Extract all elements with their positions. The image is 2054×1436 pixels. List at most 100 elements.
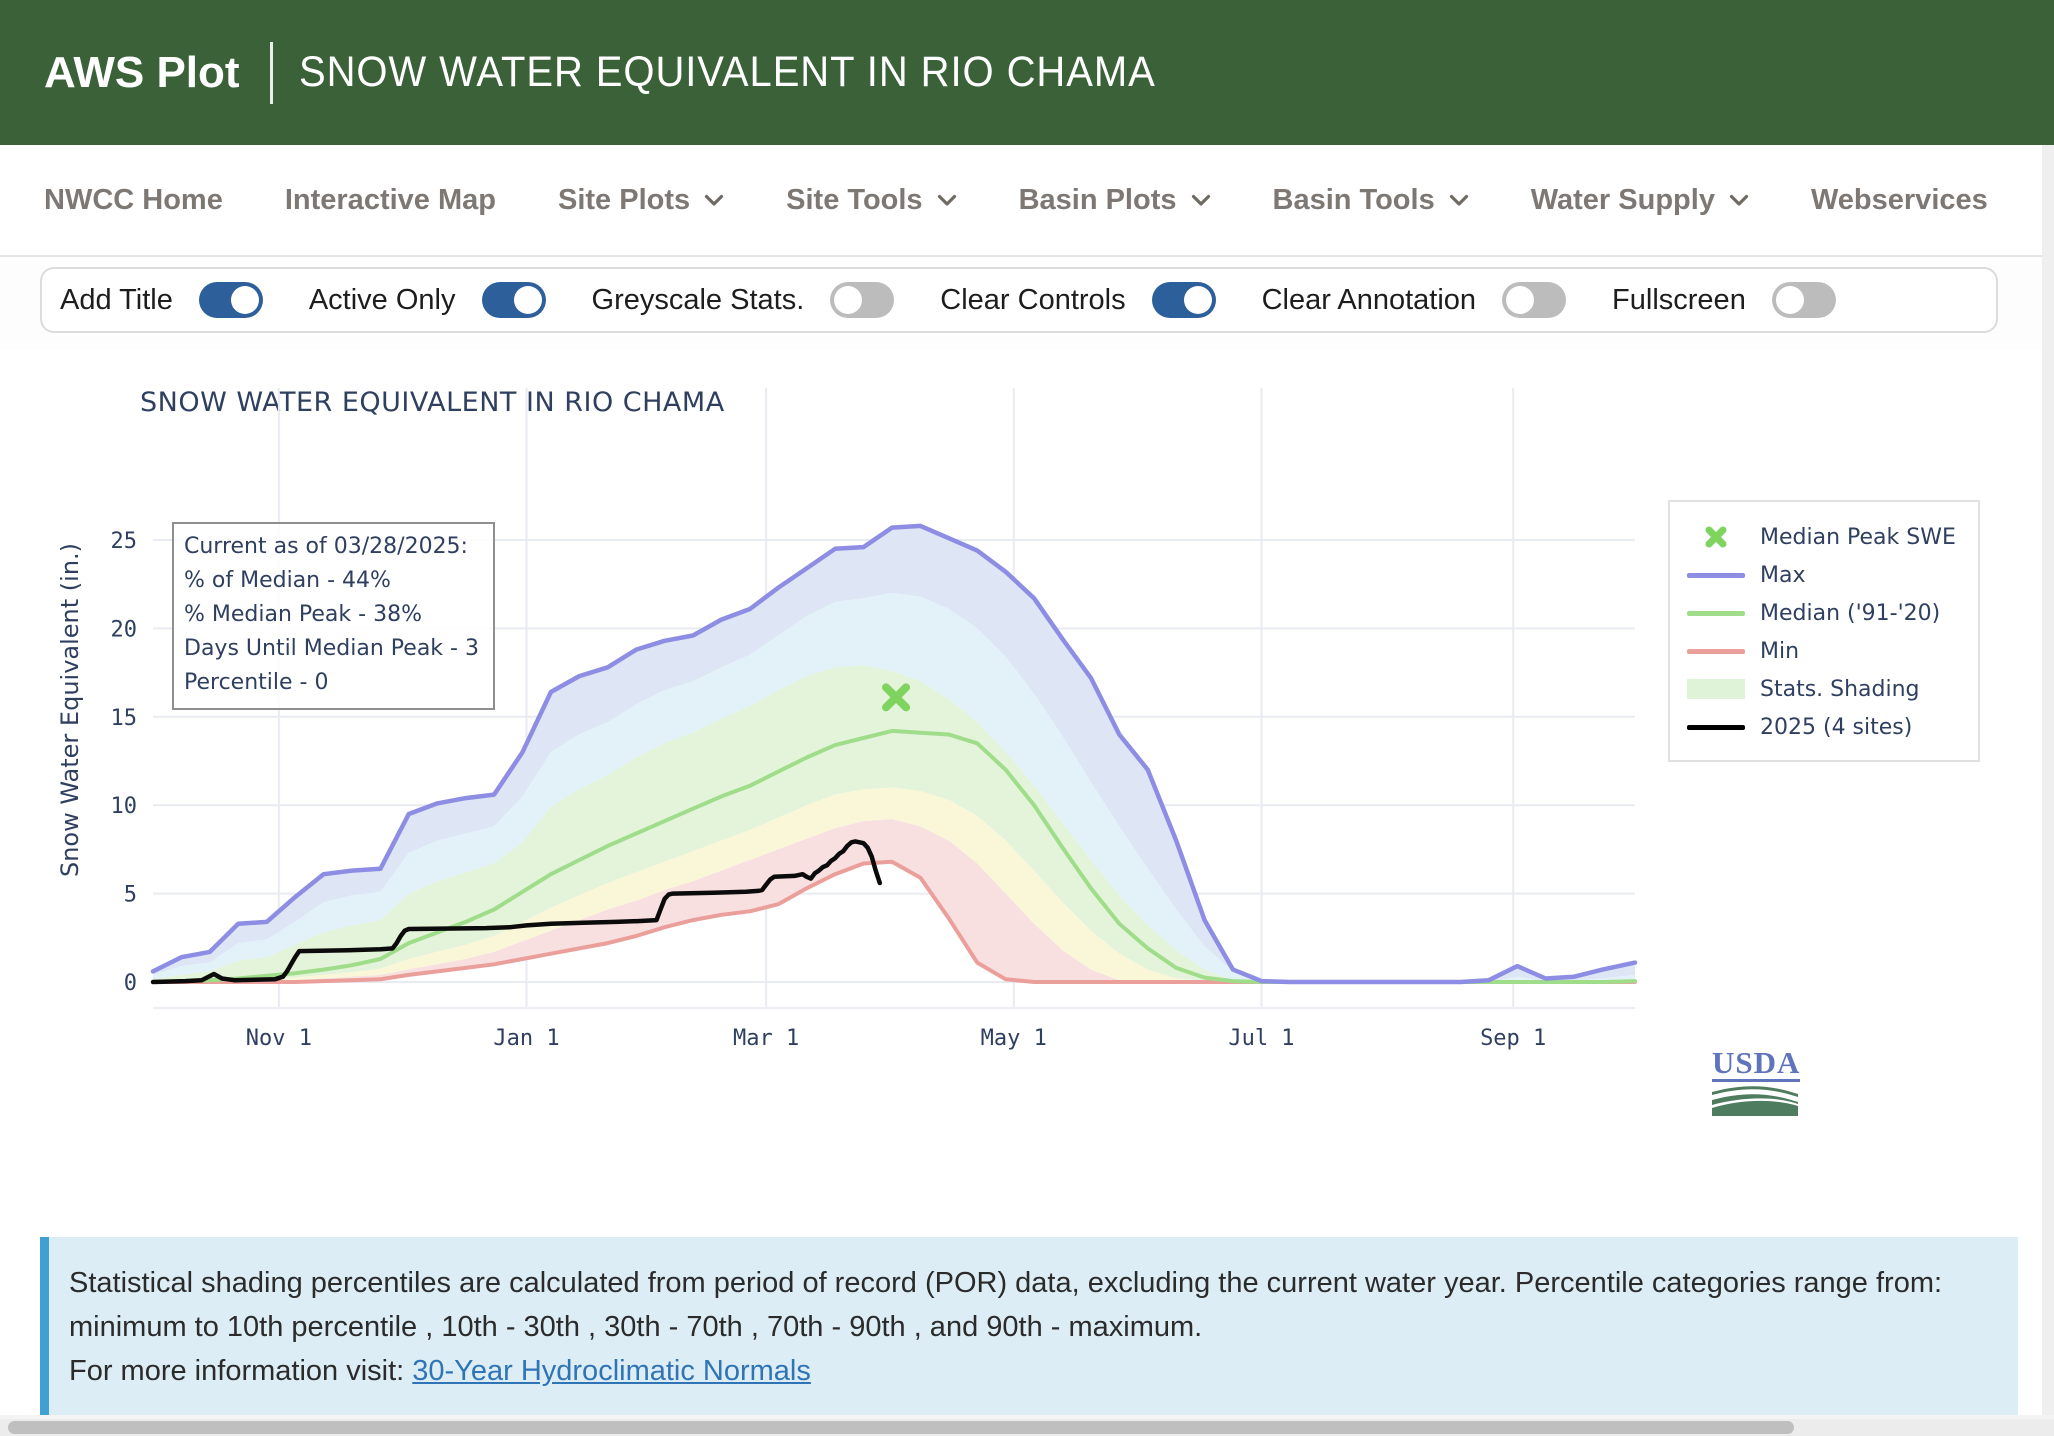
legend-label: Median ('91-'20): [1760, 600, 1941, 626]
toggle-group-fullscreen: Fullscreen: [1612, 282, 1836, 318]
x-tick-label: Nov 1: [246, 1026, 312, 1051]
line-swatch: [1687, 724, 1745, 730]
annotation-line: Days Until Median Peak - 3: [184, 636, 479, 661]
page-title: SNOW WATER EQUIVALENT IN RIO CHAMA: [298, 48, 1156, 96]
line-swatch: [1687, 572, 1745, 578]
legend-line-swatch: [1686, 610, 1746, 616]
main-navbar: NWCC Home Interactive Map Site Plots Site T…: [0, 145, 2054, 257]
toggle-knob: [834, 286, 863, 314]
nav-item-webservices[interactable]: Webservices: [1811, 184, 1988, 217]
more-info-prefix: For more information visit:: [69, 1355, 413, 1387]
more-info-line: For more information visit: 30-Year Hydr…: [69, 1349, 1978, 1393]
nav-item-label: Water Supply: [1530, 183, 1715, 216]
nav-item-nwcc-home[interactable]: NWCC Home: [44, 184, 223, 217]
toggle-knob: [1506, 286, 1535, 314]
fill-swatch: [1687, 679, 1745, 699]
median-peak-marker: [882, 683, 911, 712]
y-tick-label: 10: [111, 794, 138, 819]
toggle-group-clear-controls: Clear Controls: [940, 282, 1216, 318]
legend-label: Min: [1760, 638, 1800, 664]
x-tick-label: Mar 1: [733, 1026, 799, 1051]
toggle-label: Add Title: [60, 283, 173, 316]
annotation-line: Current as of 03/28/2025:: [184, 534, 468, 559]
nav-item-water-supply[interactable]: Water Supply: [1531, 184, 1749, 217]
nav-item-site-tools[interactable]: Site Tools: [786, 184, 956, 217]
x-tick-label: Sep 1: [1480, 1026, 1546, 1051]
legend-item-median-91-20[interactable]: Median ('91-'20): [1686, 594, 1978, 632]
legend-item-max[interactable]: Max: [1686, 556, 1978, 594]
x-tick-label: Jul 1: [1228, 1026, 1294, 1051]
toggle-add-title[interactable]: [198, 282, 263, 318]
y-axis-title: Snow Water Equivalent (in.): [60, 543, 84, 877]
legend-line-swatch: [1686, 724, 1746, 730]
nav-item-basin-tools[interactable]: Basin Tools: [1273, 184, 1469, 217]
right-page-gutter: [2042, 145, 2054, 1415]
hydroclimatic-normals-link[interactable]: 30-Year Hydroclimatic Normals: [412, 1355, 811, 1387]
toggle-group-clear-annotation: Clear Annotation: [1261, 282, 1567, 318]
legend-item-min[interactable]: Min: [1686, 632, 1978, 670]
toggle-knob: [1775, 286, 1804, 314]
legend-label: 2025 (4 sites): [1760, 714, 1913, 740]
nav-item-basin-plots[interactable]: Basin Plots: [1019, 184, 1211, 217]
app-header: AWS Plot SNOW WATER EQUIVALENT IN RIO CH…: [0, 0, 2054, 145]
legend-item-median-peak-swe[interactable]: Median Peak SWE: [1686, 518, 1978, 556]
toggle-label: Clear Annotation: [1261, 283, 1477, 316]
toggle-clear-controls[interactable]: [1151, 282, 1216, 318]
y-tick-label: 5: [124, 883, 137, 908]
toggle-clear-annotation[interactable]: [1502, 282, 1567, 318]
series-line-max: [150, 523, 1638, 985]
chevron-down-icon: [705, 194, 724, 206]
stats-shading-band-p30-p10: [153, 787, 1635, 982]
toggle-label: Clear Controls: [940, 283, 1126, 316]
toggle-knob: [1183, 286, 1212, 314]
y-tick-label: 20: [111, 617, 138, 642]
toggle-group-add-title: Add Title: [60, 282, 263, 318]
toggle-label: Greyscale Stats.: [591, 283, 805, 316]
x-marker-icon: [1686, 525, 1746, 549]
swe-chart-plot-area[interactable]: 0 5 10 15 20 25 Nov 1 Jan 1 Mar 1 May 1 Jul 1 Sep 1…: [60, 380, 1660, 1065]
nav-item-label: NWCC Home: [44, 183, 223, 216]
legend-label: Median Peak SWE: [1760, 524, 1956, 550]
y-tick-label: 25: [111, 529, 138, 554]
nav-item-label: Basin Tools: [1272, 183, 1435, 216]
controls-section: Add Title Active Only Greyscale Stats. Clea…: [0, 257, 2054, 349]
nav-item-label: Site Tools: [786, 183, 923, 216]
chevron-down-icon: [937, 194, 956, 206]
nav-item-label: Interactive Map: [284, 183, 496, 216]
chevron-down-icon: [1449, 194, 1468, 206]
annotation-line: % Median Peak - 38%: [184, 602, 422, 627]
legend-line-swatch: [1686, 648, 1746, 654]
chart-card: SNOW WATER EQUIVALENT IN RIO CHAMA 0 5 10 1…: [0, 349, 2054, 1225]
legend-item-2025-4-sites[interactable]: 2025 (4 sites): [1686, 708, 1978, 746]
current-status-annotation: Current as of 03/28/2025: % of Median - 4…: [172, 522, 495, 710]
stats-shading-band-p90-p70: [153, 593, 1635, 982]
annotation-line: Percentile - 0: [184, 670, 329, 695]
toggle-fullscreen[interactable]: [1771, 282, 1836, 318]
toggle-group-greyscale-stats: Greyscale Stats.: [592, 282, 895, 318]
chevron-down-icon: [1191, 194, 1210, 206]
y-tick-label: 0: [124, 971, 137, 996]
stats-shading-band-p10-min: [153, 819, 1635, 982]
legend-item-stats-shading[interactable]: Stats. Shading: [1686, 670, 1978, 708]
nav-item-site-plots[interactable]: Site Plots: [558, 184, 724, 217]
stats-info-text: Statistical shading percentiles are calc…: [69, 1267, 1943, 1343]
line-swatch: [1687, 648, 1745, 654]
toggle-greyscale-stats[interactable]: [830, 282, 895, 318]
usda-logo: USDA: [1712, 1045, 1802, 1121]
nav-item-label: Site Plots: [557, 183, 691, 216]
series-line-current_2025: [150, 839, 883, 985]
header-divider: [269, 41, 273, 104]
usda-logo-text: USDA: [1712, 1045, 1801, 1082]
nav-item-interactive-map[interactable]: Interactive Map: [285, 184, 496, 217]
nav-item-label: Basin Plots: [1018, 183, 1177, 216]
toggle-label: Active Only: [308, 283, 456, 316]
stats-shading-band-p70-p30: [153, 665, 1635, 982]
toggle-knob: [230, 286, 259, 314]
nav-item-label: Webservices: [1810, 183, 1988, 216]
toggle-active-only[interactable]: [481, 282, 546, 318]
x-tick-label: Jan 1: [493, 1026, 559, 1051]
chart-title: SNOW WATER EQUIVALENT IN RIO CHAMA: [140, 387, 725, 418]
usda-hills-icon: [1712, 1086, 1798, 1116]
horizontal-scrollbar-thumb[interactable]: [8, 1421, 1794, 1434]
